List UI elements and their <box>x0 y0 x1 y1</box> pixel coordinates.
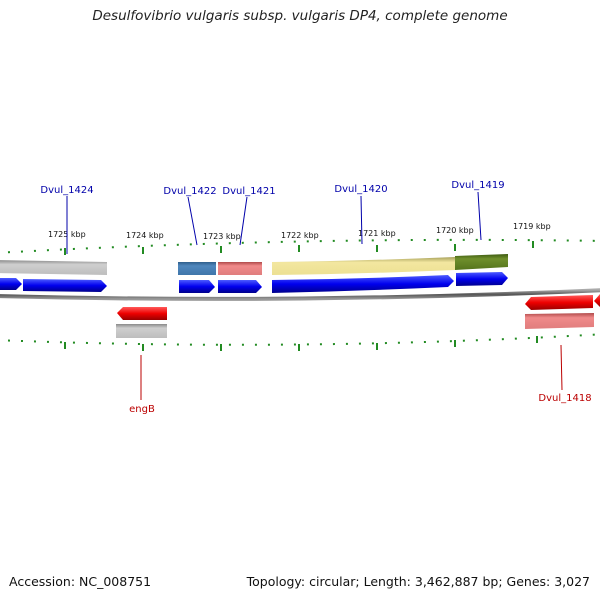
outer-major-ticks <box>64 241 534 255</box>
gene-label-dvul-1420[interactable]: Dvul_1420 <box>334 184 387 195</box>
gene-label-dvul-1419[interactable]: Dvul_1419 <box>451 180 504 191</box>
genome-summary-text: Topology: circular; Length: 3,462,887 bp… <box>246 574 590 589</box>
tick-label-1720: 1720 kbp <box>436 226 474 235</box>
gene-label-dvul-1424[interactable]: Dvul_1424 <box>40 185 93 196</box>
reverse-label-leaders <box>140 344 563 400</box>
tick-label-1719: 1719 kbp <box>513 222 551 231</box>
tick-label-1722: 1722 kbp <box>281 231 319 240</box>
feature-dvul-1420 <box>272 257 455 275</box>
inner-tick-ring <box>0 333 600 346</box>
inner-major-ticks <box>64 336 538 351</box>
cds-arrow-dvul-1418 <box>525 295 593 310</box>
feature-dvul-1421 <box>218 262 262 275</box>
cds-arrow-engb <box>117 307 167 320</box>
genome-backbone <box>0 288 600 301</box>
cds-arrow-dvul-1422 <box>179 280 215 293</box>
tick-label-1723: 1723 kbp <box>203 232 241 241</box>
cds-arrow-dvul-1420 <box>272 275 454 293</box>
cds-arrow-dvul-1421 <box>218 280 262 293</box>
feature-dvul-1422 <box>178 262 216 275</box>
gene-label-dvul-1418[interactable]: Dvul_1418 <box>538 393 591 404</box>
gene-label-dvul-1421[interactable]: Dvul_1421 <box>222 186 275 197</box>
tick-label-1724: 1724 kbp <box>126 231 164 240</box>
feature-dvul-1418 <box>525 313 594 329</box>
feature-grey-left <box>0 260 107 275</box>
tick-label-1721: 1721 kbp <box>358 229 396 238</box>
cds-arrow-dvul-1424 <box>23 279 107 292</box>
cds-arrow-right-edge <box>594 294 600 307</box>
forward-label-leaders <box>66 191 482 254</box>
accession-text: Accession: NC_008751 <box>9 574 152 589</box>
genome-title: Desulfovibrio vulgaris subsp. vulgaris D… <box>92 8 508 24</box>
cds-arrow-dvul-1419 <box>456 272 508 286</box>
gene-label-engb[interactable]: engB <box>129 404 155 415</box>
cds-arrow-left-edge <box>0 278 22 290</box>
feature-dvul-1419 <box>455 254 508 270</box>
feature-engb <box>116 324 167 338</box>
gene-label-dvul-1422[interactable]: Dvul_1422 <box>163 186 216 197</box>
